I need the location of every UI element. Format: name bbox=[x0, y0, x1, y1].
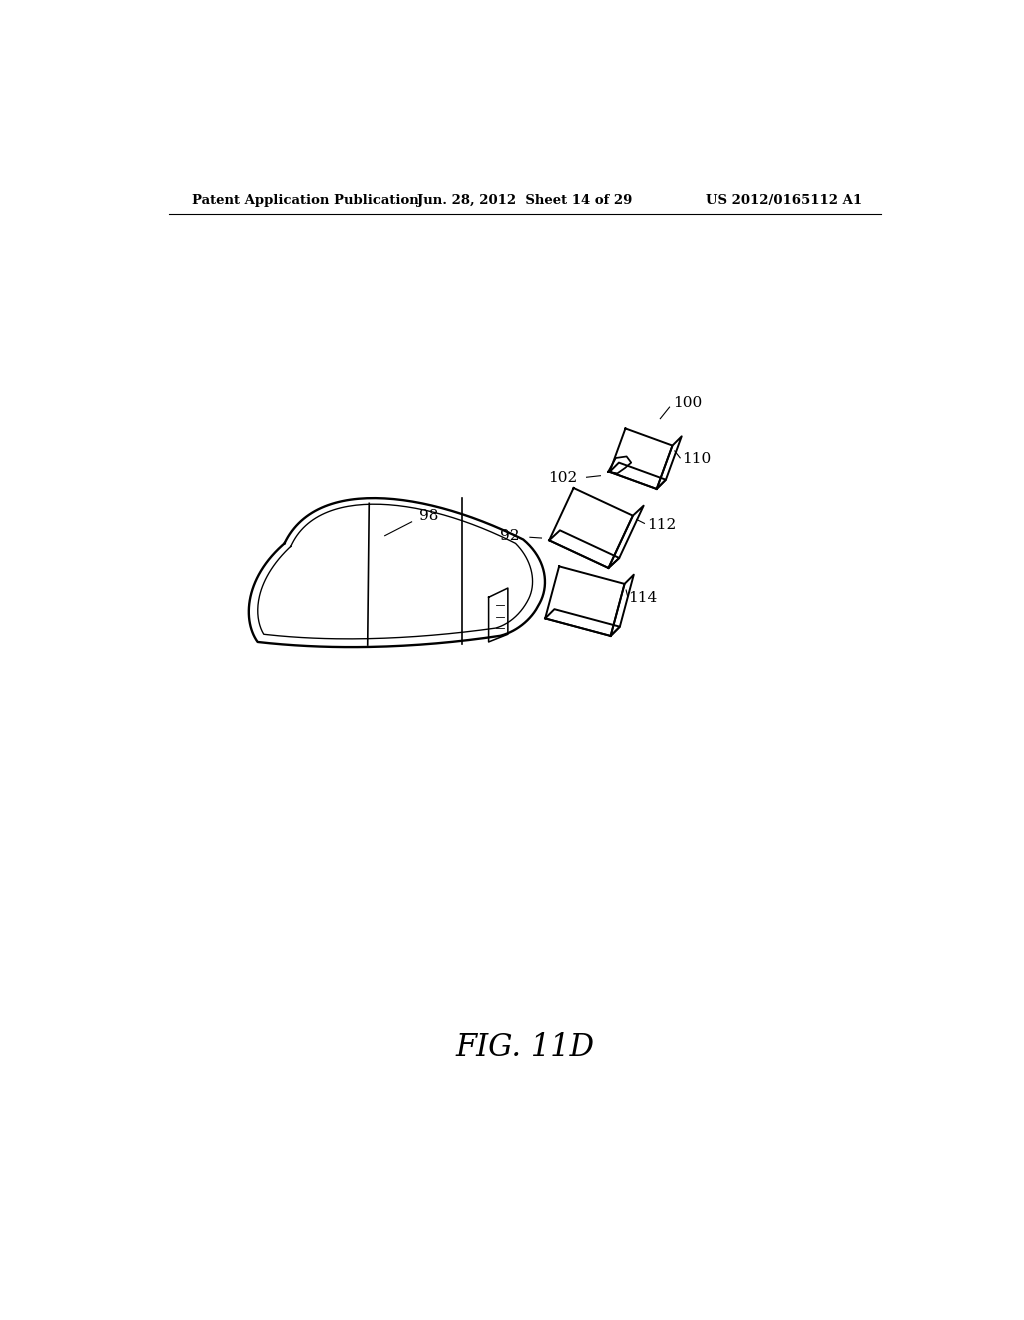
Text: Jun. 28, 2012  Sheet 14 of 29: Jun. 28, 2012 Sheet 14 of 29 bbox=[417, 194, 633, 207]
Text: 110: 110 bbox=[682, 453, 711, 466]
Text: 92: 92 bbox=[501, 529, 520, 544]
Text: FIG. 11D: FIG. 11D bbox=[456, 1032, 594, 1063]
Text: 98: 98 bbox=[419, 510, 438, 524]
Text: 102: 102 bbox=[548, 471, 578, 484]
Text: Patent Application Publication: Patent Application Publication bbox=[193, 194, 419, 207]
Text: US 2012/0165112 A1: US 2012/0165112 A1 bbox=[706, 194, 862, 207]
Text: 114: 114 bbox=[629, 591, 657, 605]
Text: 112: 112 bbox=[647, 517, 676, 532]
Text: 100: 100 bbox=[674, 396, 702, 411]
